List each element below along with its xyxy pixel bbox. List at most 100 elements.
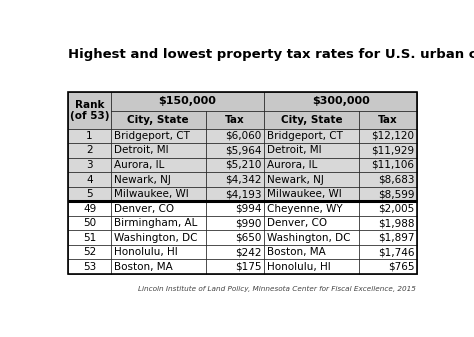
Bar xyxy=(206,143,264,158)
Bar xyxy=(359,129,418,143)
Bar xyxy=(111,187,206,201)
Bar xyxy=(111,216,206,231)
Text: $650: $650 xyxy=(235,233,261,243)
Bar xyxy=(359,231,418,245)
Text: $1,988: $1,988 xyxy=(378,218,414,228)
Text: Detroit, MI: Detroit, MI xyxy=(267,146,322,155)
Text: $4,342: $4,342 xyxy=(225,175,261,185)
Text: $11,106: $11,106 xyxy=(372,160,414,170)
Bar xyxy=(68,129,111,143)
Text: $994: $994 xyxy=(235,204,261,214)
Bar xyxy=(206,245,264,259)
Bar xyxy=(264,158,359,172)
Bar xyxy=(111,201,206,216)
Text: 1: 1 xyxy=(86,131,93,141)
Bar xyxy=(206,158,264,172)
Bar xyxy=(264,172,359,187)
Bar xyxy=(68,158,111,172)
Bar xyxy=(359,143,418,158)
Bar xyxy=(68,92,418,274)
Text: $765: $765 xyxy=(388,262,414,272)
Text: Detroit, MI: Detroit, MI xyxy=(114,146,168,155)
Text: Lincoln Institute of Land Policy, Minnesota Center for Fiscal Excellence, 2015: Lincoln Institute of Land Policy, Minnes… xyxy=(138,286,416,292)
Bar xyxy=(264,245,359,259)
Bar xyxy=(68,143,111,158)
Bar xyxy=(359,172,418,187)
Text: 4: 4 xyxy=(86,175,93,185)
Text: $300,000: $300,000 xyxy=(312,96,370,106)
Bar xyxy=(206,201,264,216)
Text: $150,000: $150,000 xyxy=(158,96,217,106)
Text: $2,005: $2,005 xyxy=(378,204,414,214)
Bar xyxy=(111,143,206,158)
Text: Milwaukee, WI: Milwaukee, WI xyxy=(114,189,189,199)
Bar xyxy=(68,245,111,259)
Bar xyxy=(359,201,418,216)
Bar xyxy=(264,201,359,216)
Bar xyxy=(206,259,264,274)
Text: Aurora, IL: Aurora, IL xyxy=(267,160,318,170)
Text: $11,929: $11,929 xyxy=(371,146,414,155)
Text: Honolulu, HI: Honolulu, HI xyxy=(114,247,177,257)
Text: Washington, DC: Washington, DC xyxy=(114,233,197,243)
Bar xyxy=(206,172,264,187)
Text: Bridgeport, CT: Bridgeport, CT xyxy=(267,131,343,141)
Bar xyxy=(359,259,418,274)
Text: $5,210: $5,210 xyxy=(225,160,261,170)
Text: $8,599: $8,599 xyxy=(378,189,414,199)
Bar xyxy=(359,111,418,129)
Text: $1,746: $1,746 xyxy=(378,247,414,257)
Text: Cheyenne, WY: Cheyenne, WY xyxy=(267,204,343,214)
Text: Milwaukee, WI: Milwaukee, WI xyxy=(267,189,342,199)
Text: Denver, CO: Denver, CO xyxy=(267,218,327,228)
Text: $175: $175 xyxy=(235,262,261,272)
Bar xyxy=(68,187,111,201)
Bar xyxy=(264,111,359,129)
Bar xyxy=(111,129,206,143)
Bar xyxy=(264,92,418,111)
Bar xyxy=(111,158,206,172)
Text: $242: $242 xyxy=(235,247,261,257)
Bar xyxy=(68,259,111,274)
Text: Tax: Tax xyxy=(378,115,398,125)
Text: 49: 49 xyxy=(83,204,96,214)
Text: Honolulu, HI: Honolulu, HI xyxy=(267,262,331,272)
Bar xyxy=(111,111,206,129)
Text: Boston, MA: Boston, MA xyxy=(267,247,326,257)
Bar xyxy=(264,259,359,274)
Bar xyxy=(68,172,111,187)
Bar xyxy=(206,231,264,245)
Text: Denver, CO: Denver, CO xyxy=(114,204,174,214)
Text: City, State: City, State xyxy=(128,115,189,125)
Bar xyxy=(206,129,264,143)
Text: Birmingham, AL: Birmingham, AL xyxy=(114,218,197,228)
Bar xyxy=(359,216,418,231)
Text: Washington, DC: Washington, DC xyxy=(267,233,351,243)
Text: $1,897: $1,897 xyxy=(378,233,414,243)
Text: $12,120: $12,120 xyxy=(372,131,414,141)
Text: 51: 51 xyxy=(83,233,96,243)
Bar xyxy=(359,158,418,172)
Bar xyxy=(264,231,359,245)
Text: Highest and lowest property tax rates for U.S. urban cities: Highest and lowest property tax rates fo… xyxy=(68,48,474,61)
Bar xyxy=(111,245,206,259)
Bar xyxy=(111,231,206,245)
Bar xyxy=(206,111,264,129)
Text: Rank
(of 53): Rank (of 53) xyxy=(70,100,109,121)
Bar xyxy=(359,245,418,259)
Text: 2: 2 xyxy=(86,146,93,155)
Text: Newark, NJ: Newark, NJ xyxy=(267,175,324,185)
Bar xyxy=(264,129,359,143)
Text: Tax: Tax xyxy=(225,115,245,125)
Text: $6,060: $6,060 xyxy=(225,131,261,141)
Bar xyxy=(264,216,359,231)
Text: 5: 5 xyxy=(86,189,93,199)
Text: City, State: City, State xyxy=(281,115,342,125)
Bar xyxy=(264,143,359,158)
Bar xyxy=(206,187,264,201)
Bar xyxy=(68,216,111,231)
Bar xyxy=(111,259,206,274)
Text: 3: 3 xyxy=(86,160,93,170)
Text: Boston, MA: Boston, MA xyxy=(114,262,173,272)
Bar xyxy=(206,216,264,231)
